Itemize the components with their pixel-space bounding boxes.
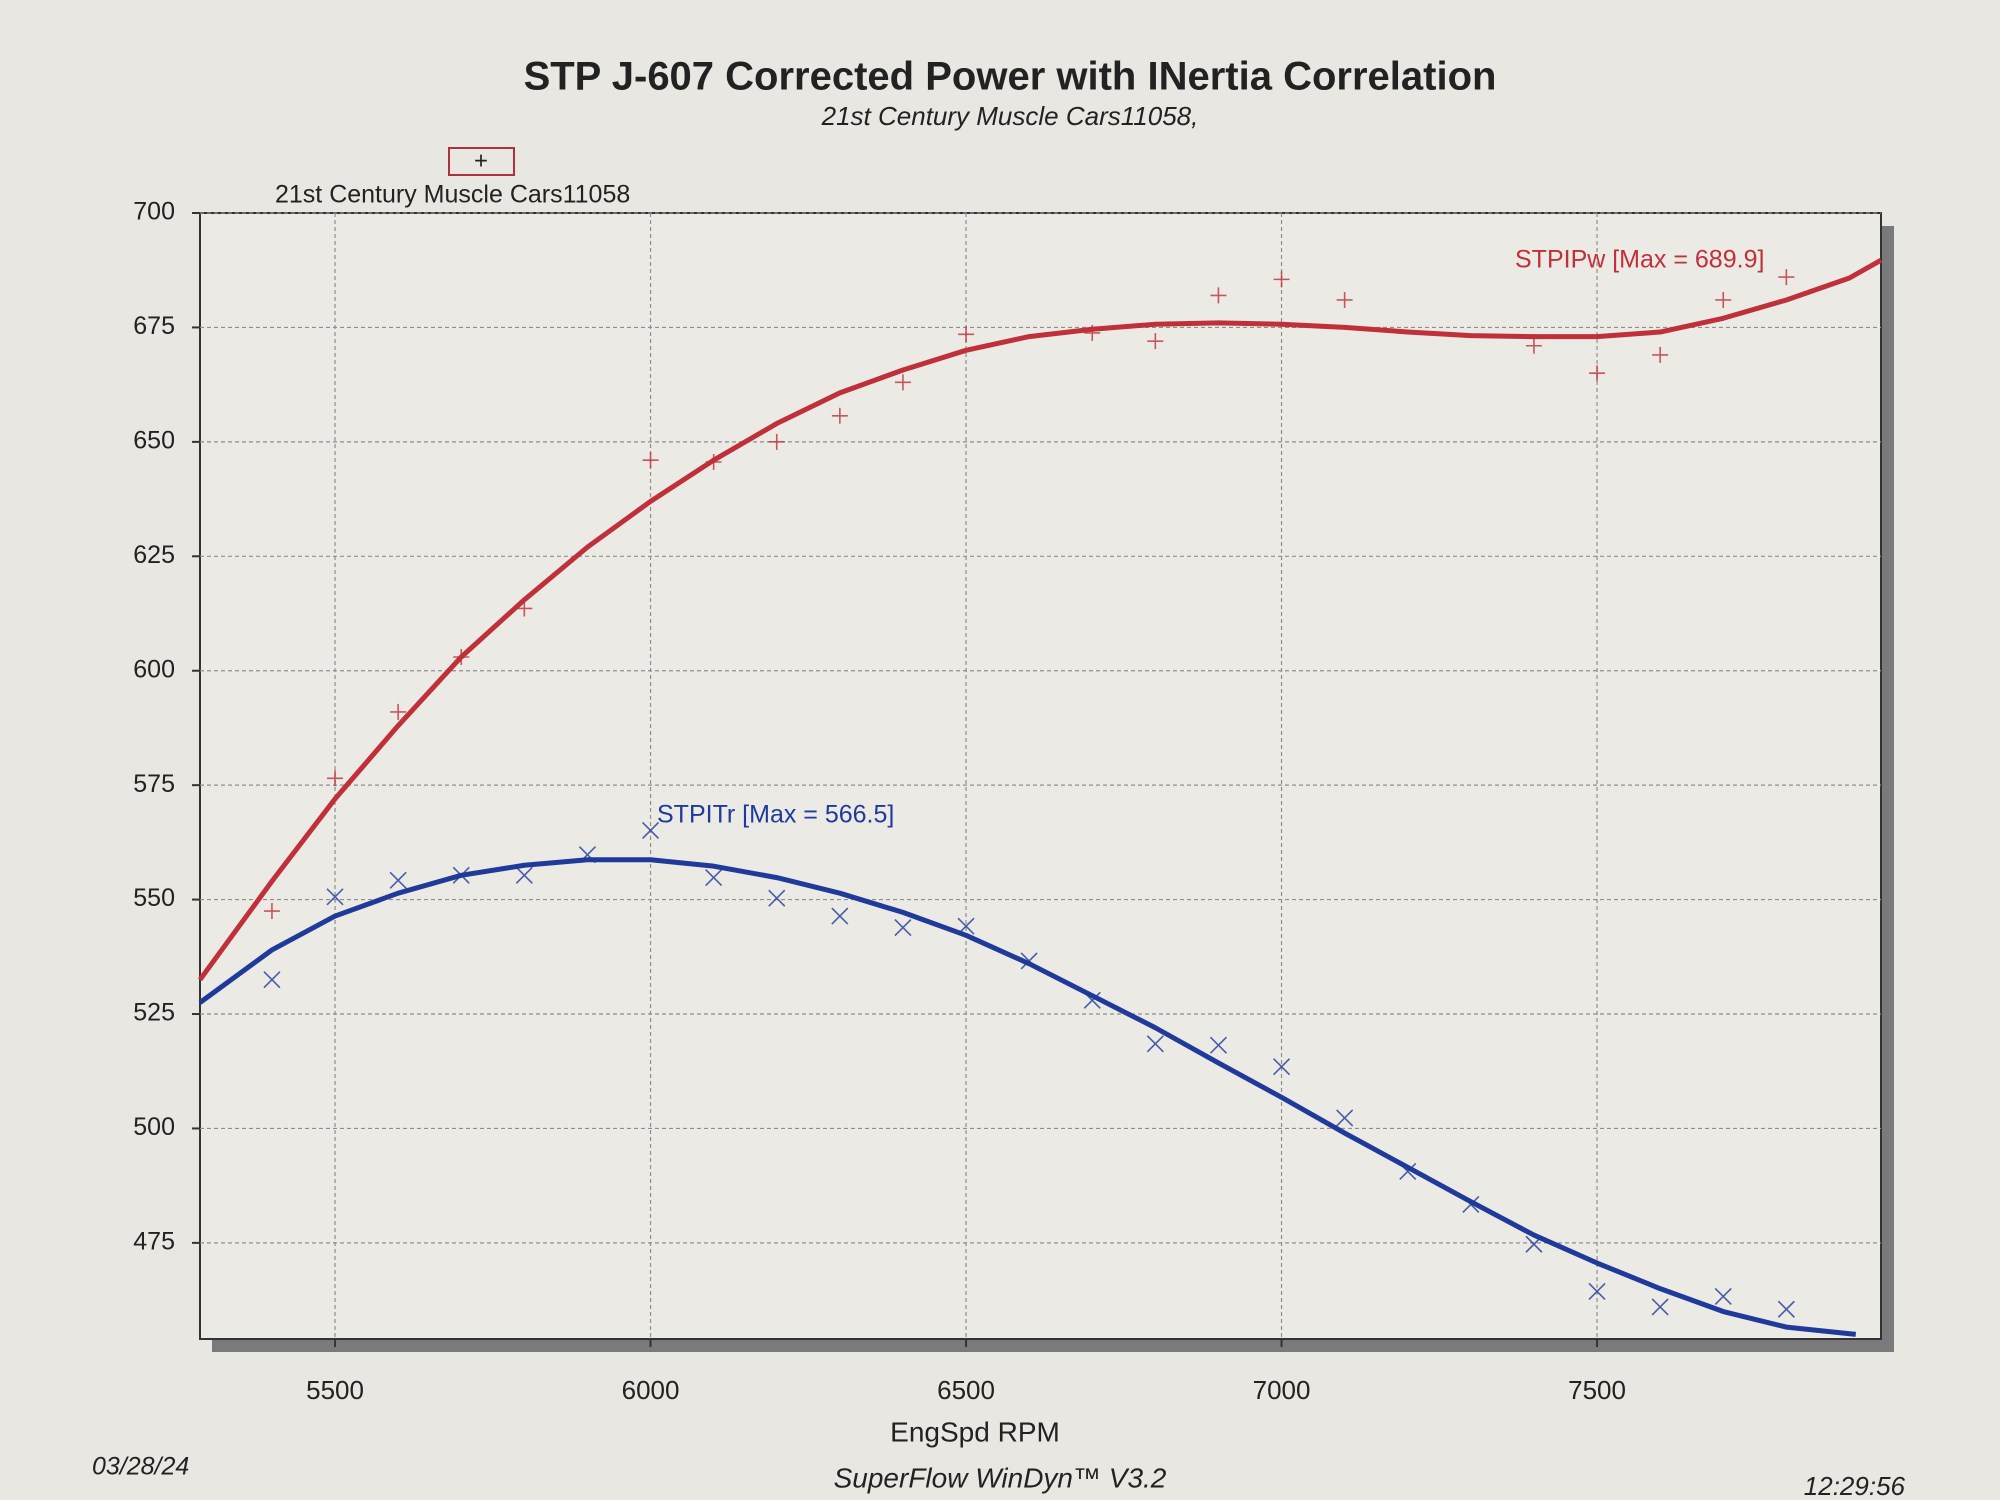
data-point <box>1147 333 1164 350</box>
y-tick-label: 650 <box>133 426 175 454</box>
data-point <box>641 821 660 840</box>
data-point <box>1525 337 1542 354</box>
data-point <box>1210 287 1227 304</box>
data-point <box>263 971 281 989</box>
data-point <box>1525 1235 1543 1253</box>
data-point <box>1020 952 1038 970</box>
data-point <box>453 648 470 665</box>
data-point <box>326 888 344 906</box>
data-point <box>1462 1195 1480 1213</box>
chart-subtitle: 21st Century Muscle Cars11058, <box>821 101 1199 131</box>
data-point <box>1778 269 1795 286</box>
plot-area <box>199 212 1882 1340</box>
data-point <box>1715 291 1732 308</box>
y-tick-label: 475 <box>133 1227 175 1255</box>
data-point <box>1146 1035 1164 1053</box>
data-point <box>1336 291 1353 308</box>
legend-box <box>448 147 515 176</box>
data-point <box>1714 1287 1732 1305</box>
y-tick-label: 525 <box>133 999 175 1027</box>
data-point <box>1651 1298 1669 1316</box>
data-point <box>1209 1036 1228 1054</box>
data-point <box>831 907 849 925</box>
data-point <box>705 454 722 471</box>
data-point <box>452 866 470 884</box>
x-tick-label: 5500 <box>306 1375 364 1405</box>
data-point <box>1083 991 1101 1009</box>
data-point <box>768 433 785 450</box>
data-point <box>958 326 975 343</box>
data-point <box>1084 324 1101 341</box>
series-label: STPIPw [Max = 689.9] <box>1515 246 1764 274</box>
footer: SuperFlow WinDyn™ V3.2 <box>834 1462 1167 1493</box>
series-line <box>198 857 1857 1337</box>
series-line <box>197 257 1883 982</box>
data-point <box>263 903 280 920</box>
y-tick-label: 675 <box>133 312 175 340</box>
time: 12:29:56 <box>1804 1471 1906 1500</box>
data-point <box>1652 346 1669 363</box>
data-point <box>1336 1109 1354 1127</box>
legend-symbol: + <box>474 147 488 174</box>
x-tick-label: 7500 <box>1568 1375 1626 1405</box>
data-point <box>515 866 533 884</box>
legend-label: 21st Century Muscle Cars11058 <box>275 181 630 209</box>
data-point <box>894 374 911 391</box>
data-point <box>957 917 975 935</box>
x-tick-label: 6500 <box>937 1375 995 1405</box>
data-point <box>516 600 533 617</box>
data-point <box>1272 1058 1291 1076</box>
data-point <box>1589 365 1606 382</box>
data-point <box>705 869 723 887</box>
chart-title: STP J-607 Corrected Power with INertia C… <box>524 55 1497 99</box>
data-point <box>390 703 407 720</box>
data-point <box>831 407 848 424</box>
data-point <box>1273 271 1290 288</box>
date: 03/28/24 <box>92 1453 189 1481</box>
x-tick-label: 7000 <box>1253 1375 1311 1405</box>
y-tick-label: 500 <box>133 1113 175 1141</box>
data-point <box>1399 1162 1417 1181</box>
data-point <box>327 770 344 787</box>
data-point <box>1777 1300 1795 1318</box>
data-point <box>578 846 597 864</box>
y-tick-label: 575 <box>133 770 175 798</box>
y-tick-label: 700 <box>133 198 175 226</box>
data-point <box>389 871 407 889</box>
series-label: STPITr [Max = 566.5] <box>657 801 894 829</box>
data-point <box>768 889 786 907</box>
data-point <box>642 452 659 469</box>
x-tick-label: 6000 <box>622 1375 680 1405</box>
y-tick-label: 600 <box>133 655 175 683</box>
data-point <box>894 918 912 937</box>
x-axis-label: EngSpd RPM <box>890 1416 1060 1447</box>
y-tick-label: 625 <box>133 541 175 569</box>
data-point <box>1588 1282 1606 1300</box>
y-tick-label: 550 <box>133 884 175 912</box>
